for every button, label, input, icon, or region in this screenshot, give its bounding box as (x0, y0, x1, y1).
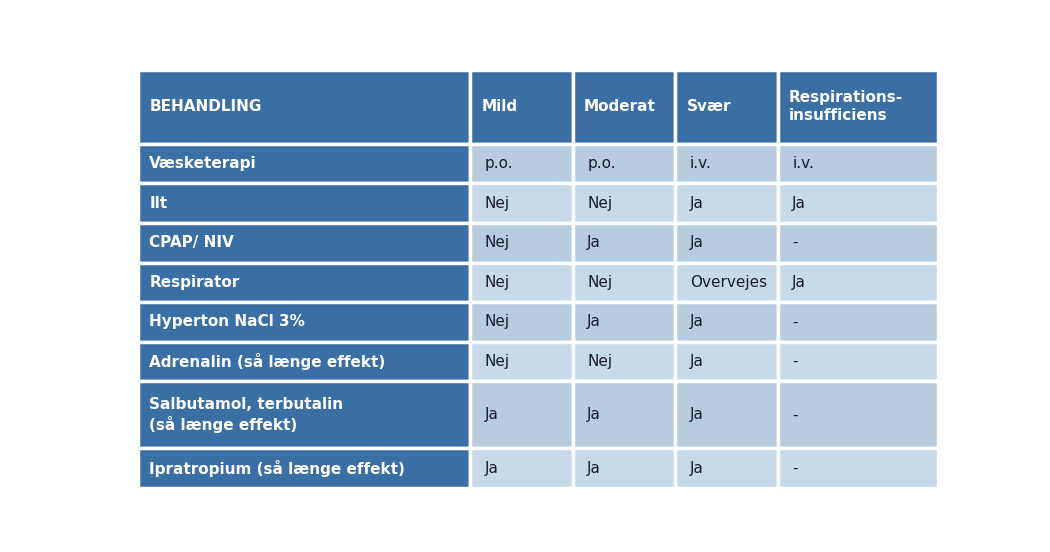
Text: Hyperton NaCl 3%: Hyperton NaCl 3% (149, 315, 306, 330)
Text: Respirator: Respirator (149, 275, 239, 290)
Bar (778, 381, 939, 448)
Bar (778, 183, 939, 223)
Text: -: - (792, 315, 798, 330)
Text: Ja: Ja (690, 407, 704, 422)
Text: Moderat: Moderat (584, 99, 656, 114)
Bar (470, 144, 572, 183)
Bar (675, 342, 778, 381)
Bar (778, 223, 939, 263)
Text: Ilt: Ilt (149, 195, 167, 210)
Bar (138, 263, 470, 302)
Bar (138, 448, 470, 488)
Text: Væsketerapi: Væsketerapi (149, 156, 257, 171)
Bar (675, 381, 778, 448)
Text: Ja: Ja (690, 460, 704, 476)
Bar (572, 342, 675, 381)
Text: Nej: Nej (485, 235, 510, 250)
Bar (572, 381, 675, 448)
Bar (572, 448, 675, 488)
Text: -: - (792, 235, 798, 250)
Text: Ja: Ja (792, 275, 806, 290)
Bar (675, 183, 778, 223)
Bar (470, 342, 572, 381)
Text: p.o.: p.o. (587, 156, 616, 171)
Text: -: - (792, 460, 798, 476)
Text: -: - (792, 354, 798, 369)
Bar (778, 342, 939, 381)
Bar (470, 302, 572, 342)
Bar (675, 302, 778, 342)
Text: Mild: Mild (482, 99, 518, 114)
Text: Ja: Ja (690, 235, 704, 250)
Text: Ja: Ja (690, 315, 704, 330)
Bar (470, 183, 572, 223)
Text: Ja: Ja (587, 407, 601, 422)
Bar (470, 70, 572, 144)
Text: Nej: Nej (485, 275, 510, 290)
Bar (572, 144, 675, 183)
Bar (778, 263, 939, 302)
Bar (675, 223, 778, 263)
Bar (572, 263, 675, 302)
Bar (572, 70, 675, 144)
Bar (138, 223, 470, 263)
Bar (778, 144, 939, 183)
Text: Ja: Ja (587, 460, 601, 476)
Bar (675, 263, 778, 302)
Bar (138, 70, 470, 144)
Bar (778, 302, 939, 342)
Text: Ja: Ja (792, 195, 806, 210)
Bar (572, 223, 675, 263)
Bar (138, 144, 470, 183)
Bar (138, 342, 470, 381)
Text: Ja: Ja (690, 354, 704, 369)
Text: Ja: Ja (485, 460, 499, 476)
Text: Nej: Nej (485, 315, 510, 330)
Text: Nej: Nej (485, 195, 510, 210)
Bar (470, 223, 572, 263)
Text: -: - (792, 407, 798, 422)
Bar (138, 302, 470, 342)
Text: Adrenalin (så længe effekt): Adrenalin (så længe effekt) (149, 353, 385, 370)
Text: Nej: Nej (587, 275, 612, 290)
Bar (778, 448, 939, 488)
Bar (470, 381, 572, 448)
Bar (572, 183, 675, 223)
Bar (778, 70, 939, 144)
Text: BEHANDLING: BEHANDLING (149, 99, 261, 114)
Bar (675, 448, 778, 488)
Text: Svær: Svær (687, 99, 731, 114)
Bar (675, 70, 778, 144)
Bar (138, 183, 470, 223)
Text: Nej: Nej (587, 354, 612, 369)
Text: Respirations-
insufficiens: Respirations- insufficiens (789, 90, 903, 124)
Text: Ja: Ja (690, 195, 704, 210)
Bar (675, 144, 778, 183)
Text: CPAP/ NIV: CPAP/ NIV (149, 235, 234, 250)
Text: Salbutamol, terbutalin
(så længe effekt): Salbutamol, terbutalin (så længe effekt) (149, 397, 343, 433)
Text: Nej: Nej (587, 195, 612, 210)
Text: Ja: Ja (587, 315, 601, 330)
Text: p.o.: p.o. (485, 156, 513, 171)
Text: Nej: Nej (485, 354, 510, 369)
Bar (138, 381, 470, 448)
Text: Ja: Ja (587, 235, 601, 250)
Bar (572, 302, 675, 342)
Text: Ja: Ja (485, 407, 499, 422)
Text: Overvejes: Overvejes (690, 275, 766, 290)
Bar (470, 448, 572, 488)
Text: i.v.: i.v. (792, 156, 814, 171)
Bar (470, 263, 572, 302)
Text: Ipratropium (så længe effekt): Ipratropium (så længe effekt) (149, 460, 405, 476)
Text: i.v.: i.v. (690, 156, 712, 171)
